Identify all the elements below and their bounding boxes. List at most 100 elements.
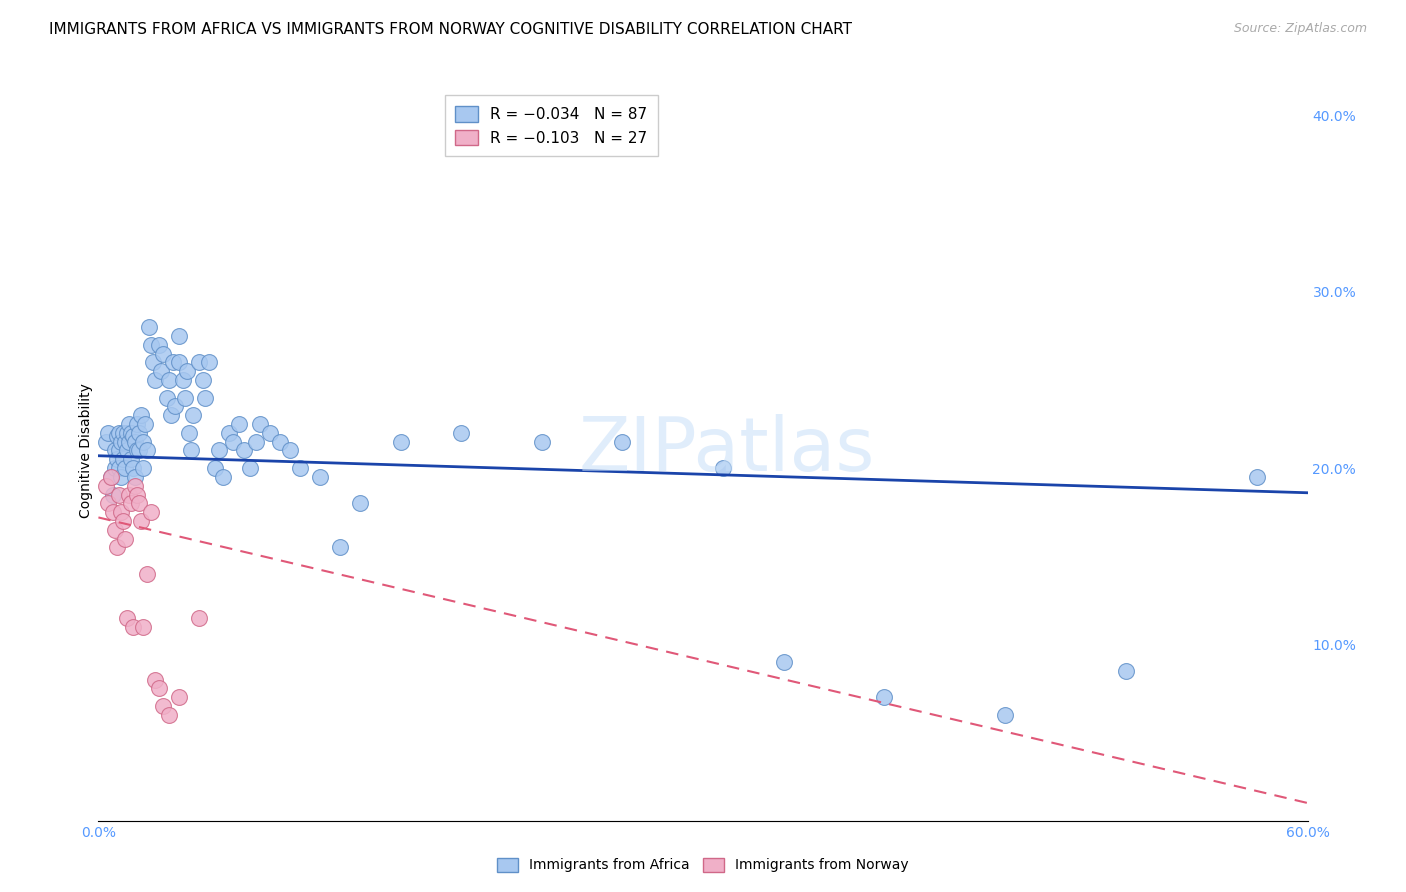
Point [711, 461, 734, 475]
Text: Source: ZipAtlas.com: Source: ZipAtlas.com [1233, 22, 1367, 36]
Point [132, 434, 155, 449]
Point [389, 434, 412, 449]
Point [208, 443, 231, 458]
Point [167, 355, 190, 369]
Point [125, 417, 148, 431]
Point [125, 443, 148, 458]
Point [125, 487, 148, 501]
Point [129, 408, 152, 422]
Point [105, 541, 128, 555]
Point [114, 532, 136, 546]
Point [132, 461, 155, 475]
Point [188, 355, 211, 369]
Point [194, 391, 217, 405]
Point [120, 496, 142, 510]
Point [180, 443, 202, 458]
Y-axis label: Cognitive Disability: Cognitive Disability [79, 383, 93, 518]
Point [105, 429, 128, 443]
Point [149, 364, 172, 378]
Point [309, 470, 332, 484]
Point [135, 566, 157, 581]
Point [128, 443, 150, 458]
Point [176, 364, 198, 378]
Point [152, 699, 174, 714]
Point [329, 541, 352, 555]
Point [245, 434, 267, 449]
Point [97, 496, 120, 510]
Point [121, 620, 143, 634]
Text: IMMIGRANTS FROM AFRICA VS IMMIGRANTS FROM NORWAY COGNITIVE DISABILITY CORRELATIO: IMMIGRANTS FROM AFRICA VS IMMIGRANTS FRO… [49, 22, 852, 37]
Point [160, 408, 183, 422]
Legend: Immigrants from Africa, Immigrants from Norway: Immigrants from Africa, Immigrants from … [492, 852, 914, 878]
Point [174, 391, 197, 405]
Point [142, 355, 165, 369]
Point [103, 461, 125, 475]
Point [101, 487, 124, 501]
Legend: R = −0.034   N = 87, R = −0.103   N = 27: R = −0.034 N = 87, R = −0.103 N = 27 [444, 95, 658, 156]
Point [228, 417, 250, 431]
Point [143, 673, 166, 687]
Point [121, 461, 143, 475]
Point [139, 505, 162, 519]
Point [172, 373, 194, 387]
Point [157, 373, 180, 387]
Point [128, 496, 150, 510]
Point [115, 443, 138, 458]
Point [120, 452, 142, 467]
Point [188, 611, 211, 625]
Point [148, 681, 170, 696]
Point [118, 417, 141, 431]
Point [110, 505, 132, 519]
Point [107, 443, 129, 458]
Point [994, 707, 1017, 722]
Point [128, 425, 150, 440]
Point [218, 425, 240, 440]
Point [107, 461, 129, 475]
Point [124, 479, 146, 493]
Point [239, 461, 262, 475]
Point [873, 690, 896, 705]
Point [204, 461, 226, 475]
Point [101, 505, 124, 519]
Point [530, 434, 553, 449]
Text: ZIPatlas: ZIPatlas [579, 414, 876, 487]
Point [115, 425, 138, 440]
Point [1246, 470, 1268, 484]
Point [96, 434, 118, 449]
Point [222, 434, 245, 449]
Point [167, 690, 190, 705]
Point [157, 707, 180, 722]
Point [118, 434, 141, 449]
Point [259, 425, 281, 440]
Point [111, 425, 134, 440]
Point [162, 355, 184, 369]
Point [349, 496, 371, 510]
Point [100, 470, 122, 484]
Point [100, 470, 122, 484]
Point [143, 373, 166, 387]
Point [124, 434, 146, 449]
Point [179, 425, 201, 440]
Point [1115, 664, 1137, 678]
Point [103, 523, 125, 537]
Point [111, 514, 134, 528]
Point [167, 329, 190, 343]
Point [193, 373, 215, 387]
Point [450, 425, 472, 440]
Point [134, 417, 156, 431]
Point [139, 337, 162, 351]
Point [181, 408, 204, 422]
Point [118, 487, 141, 501]
Point [97, 425, 120, 440]
Point [114, 434, 136, 449]
Point [110, 434, 132, 449]
Point [152, 346, 174, 360]
Point [138, 320, 160, 334]
Point [163, 400, 186, 414]
Point [114, 461, 136, 475]
Point [132, 620, 155, 634]
Point [103, 443, 125, 458]
Point [121, 429, 143, 443]
Point [249, 417, 271, 431]
Point [212, 470, 235, 484]
